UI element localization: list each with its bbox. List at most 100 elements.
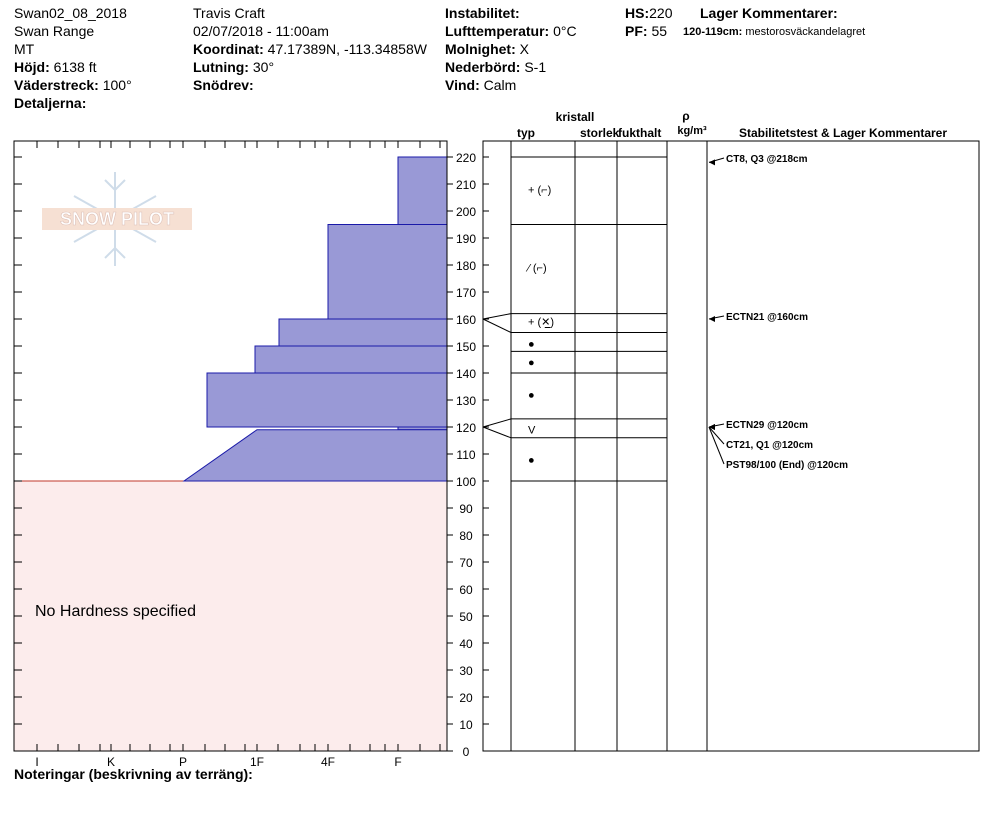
y-tick-label: 140 [456,367,476,381]
y-tick-label: 220 [456,151,476,165]
layer-connector [482,418,512,428]
col-kristall: kristall [556,110,595,124]
sky-value: X [519,41,529,57]
y-tick-label: 30 [459,664,473,678]
grain-type-symbol: ● [528,390,535,402]
x-tick-label: 4F [321,755,335,769]
stability-test-label: CT21, Q1 @120cm [726,440,813,451]
elevation-label: Höjd: [14,59,50,75]
wind-row: Vind: Calm [445,76,516,94]
layer-comment-row: 120-119cm: mestorosväckandelagret [683,23,865,41]
col-stability: Stabilitetstest & Lager Kommentarer [739,126,947,140]
y-tick-label: 180 [456,259,476,273]
drift-row: Snödrev: [193,76,254,94]
hardness-layer [254,345,448,374]
wind-value: Calm [483,77,517,93]
layer-comment-text: mestorosväckandelagret [745,26,866,38]
snowpilot-logo: SNOW PILOT [42,172,192,266]
grain-type-symbol: + (✕̲) [528,317,554,329]
y-tick-label: 20 [459,691,473,705]
airtemp-value: 0°C [553,23,577,39]
y-tick-label: 150 [456,340,476,354]
datetime: 02/07/2018 - 11:00am [193,23,329,39]
state: MT [14,41,35,57]
hardness-layer [278,318,448,347]
layer-comments-label: Lager Kommentarer: [700,5,838,21]
hs-label: HS: [625,5,650,21]
layer-connector [482,426,512,439]
pit-name: Swan02_08_2018 [14,5,127,21]
slope-label: Lutning: [193,59,249,75]
col-rho: ρ [682,109,689,123]
instability-label: Instabilitet: [445,5,520,21]
hs-row: HS:220 [625,4,672,22]
ground-region [14,481,447,751]
drift-label: Snödrev: [193,77,254,93]
y-tick-label: 90 [459,502,473,516]
aspect-label: Väderstreck: [14,77,99,93]
grain-type-symbol: ● [528,454,535,466]
elevation-value: 6138 ft [53,59,97,75]
pf-row: PF: 55 [625,22,667,40]
stability-test-label: ECTN29 @120cm [726,420,808,431]
y-tick-label: 100 [456,475,476,489]
airtemp-label: Lufttemperatur: [445,23,550,39]
y-tick-label: 80 [459,529,473,543]
stability-test-label: PST98/100 (End) @120cm [726,460,848,471]
y-tick-label: 50 [459,610,473,624]
y-tick-label: 160 [456,313,476,327]
logo-text: SNOW PILOT [60,209,174,229]
stability-arrowhead [709,159,715,166]
layer-table-frame [482,140,980,752]
y-tick-label: 200 [456,205,476,219]
coord-label: Koordinat: [193,41,264,57]
details-label: Detaljerna: [14,95,87,111]
y-tick-label: 190 [456,232,476,246]
grain-type-symbol: ● [528,357,535,369]
col-density-unit: kg/m³ [677,125,707,137]
y-tick-label: 40 [459,637,473,651]
layer-connector [482,318,512,333]
x-tick-label: F [394,755,401,769]
no-hardness-text: No Hardness specified [35,603,196,620]
notes-label: Noteringar (beskrivning av terräng): [14,766,253,782]
x-tick-label: 1F [250,755,264,769]
stability-arrowhead [709,424,715,430]
coord-value: 47.17389N, -113.34858W [267,41,427,57]
col-fukthalt: fukthalt [618,126,661,140]
x-tick-label: I [35,755,38,769]
layer-comment-range: 120-119cm: [683,26,743,38]
precip-row: Nederbörd: S-1 [445,58,546,76]
hardness-layer [182,429,448,482]
pf-value: 55 [651,23,668,39]
observer: Travis Craft [193,5,265,21]
slope-row: Lutning: 30° [193,58,274,76]
pf-label: PF: [625,23,648,39]
sky-label: Molnighet: [445,41,516,57]
grain-type-symbol: ● [528,338,535,350]
grain-type-symbol: + (⌐) [528,184,551,196]
col-typ: typ [517,126,535,140]
stability-arrow [708,426,725,465]
aspect-row: Väderstreck: 100° [14,76,132,94]
y-tick-label: 10 [459,718,473,732]
grain-type-symbol: ⁄ (⌐) [525,263,547,275]
stability-test-label: ECTN21 @160cm [726,312,808,323]
range-name: Swan Range [14,23,95,39]
y-tick-label: 60 [459,583,473,597]
stability-test-label: CT8, Q3 @218cm [726,154,808,165]
x-tick-label: P [179,755,187,769]
hs-value: 220 [649,5,673,21]
y-tick-label: 210 [456,178,476,192]
stability-arrow [708,426,725,445]
hardness-layer [397,156,448,225]
grain-type-symbol: V [528,425,536,437]
precip-label: Nederbörd: [445,59,521,75]
aspect-value: 100° [102,77,132,93]
slope-value: 30° [252,59,275,75]
airtemp-row: Lufttemperatur: 0°C [445,22,577,40]
coord-row: Koordinat: 47.17389N, -113.34858W [193,40,427,58]
y-tick-label: 110 [456,448,475,462]
hardness-layer [327,224,448,320]
instability-row: Instabilitet: [445,4,520,22]
